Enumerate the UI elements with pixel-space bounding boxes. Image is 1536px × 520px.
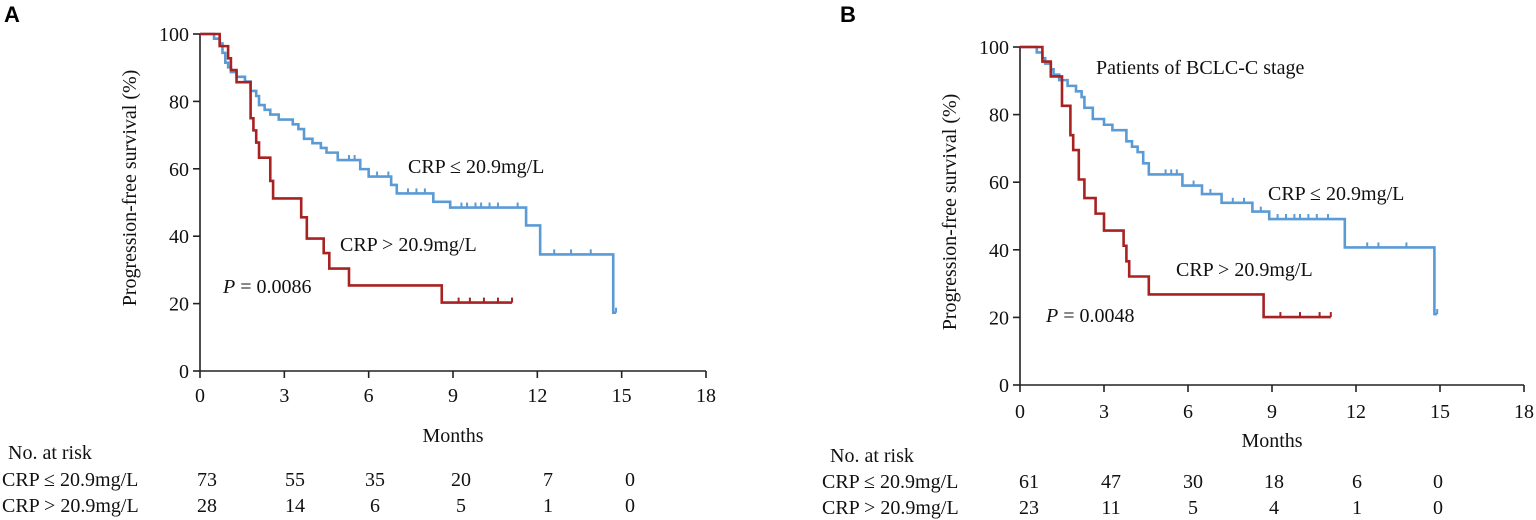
risk-row-values-crp-high: 28 14 6 5 1 0: [197, 495, 635, 517]
risk-row-values-crp-low: 61 47 30 18 6 0: [1019, 471, 1443, 493]
risk-count: 30: [1183, 471, 1203, 493]
y-tick-label: 100: [159, 24, 189, 46]
risk-row-label-crp-high: CRP > 20.9mg/L: [2, 495, 139, 517]
x-tick-label: 15: [612, 385, 632, 407]
x-tick-label: 6: [1183, 401, 1193, 423]
y-tick-label: 0: [999, 375, 1009, 397]
risk-table-title: No. at risk: [830, 445, 914, 467]
chart-title: Patients of BCLC-C stage: [1096, 57, 1304, 79]
x-ticks: 0 3 6 9 12 15 18: [195, 371, 716, 407]
y-tick-label: 60: [169, 159, 189, 181]
x-tick-label: 18: [1514, 401, 1534, 423]
risk-count: 11: [1101, 497, 1120, 519]
censor-marks-crp-high: [457, 297, 514, 303]
risk-count: 6: [370, 495, 380, 517]
series-label-crp-high: CRP > 20.9mg/L: [1176, 259, 1313, 281]
x-tick-label: 0: [195, 385, 205, 407]
x-tick-label: 9: [1267, 401, 1277, 423]
x-tick-label: 15: [1430, 401, 1450, 423]
risk-count: 4: [1269, 497, 1279, 519]
risk-count: 6: [1352, 471, 1362, 493]
risk-count: 0: [625, 469, 635, 491]
km-curve-crp-low: [200, 32, 617, 314]
risk-table: No. at risk CRP ≤ 20.9mg/L CRP > 20.9mg/…: [2, 442, 635, 517]
risk-table: No. at risk CRP ≤ 20.9mg/L CRP > 20.9mg/…: [822, 445, 1443, 519]
p-value-annotation: P = 0.0048: [1045, 305, 1135, 327]
risk-count: 28: [197, 495, 217, 517]
x-tick-label: 18: [696, 385, 716, 407]
risk-table-title: No. at risk: [8, 442, 92, 464]
censor-marks-crp-low: [1164, 169, 1439, 315]
risk-row-label-crp-low: CRP ≤ 20.9mg/L: [822, 471, 958, 493]
y-axis-title: Progression-free survival (%): [939, 94, 961, 331]
x-axis-title: Months: [1241, 430, 1302, 452]
risk-count: 5: [456, 495, 466, 517]
y-axis-title: Progression-free survival (%): [119, 70, 141, 307]
risk-row-label-crp-high: CRP > 20.9mg/L: [822, 497, 959, 519]
y-ticks: 0 20 40 60 80 100: [979, 37, 1020, 397]
risk-count: 5: [1188, 497, 1198, 519]
risk-count: 1: [543, 495, 553, 517]
risk-count: 35: [365, 469, 385, 491]
risk-count: 14: [285, 495, 305, 517]
x-tick-label: 12: [527, 385, 547, 407]
y-tick-label: 80: [989, 105, 1009, 127]
risk-row-values-crp-low: 73 55 35 20 7 0: [197, 469, 635, 491]
risk-count: 47: [1101, 471, 1121, 493]
risk-count: 55: [285, 469, 305, 491]
panel-letter-a: A: [4, 2, 20, 27]
y-tick-label: 0: [179, 361, 189, 383]
risk-count: 0: [1433, 471, 1443, 493]
risk-count: 0: [625, 495, 635, 517]
risk-count: 20: [451, 469, 471, 491]
censor-marks-crp-high: [1279, 312, 1332, 318]
risk-count: 7: [543, 469, 553, 491]
x-tick-label: 12: [1346, 401, 1366, 423]
risk-row-values-crp-high: 23 11 5 4 1 0: [1019, 497, 1443, 519]
p-value-annotation: P = 0.0086: [222, 276, 312, 298]
risk-count: 61: [1019, 471, 1039, 493]
y-ticks: 0 20 40 60 80 100: [159, 24, 200, 383]
y-tick-label: 80: [169, 91, 189, 113]
x-tick-label: 9: [448, 385, 458, 407]
x-tick-label: 3: [279, 385, 289, 407]
y-tick-label: 40: [169, 226, 189, 248]
risk-row-label-crp-low: CRP ≤ 20.9mg/L: [2, 469, 138, 491]
y-tick-label: 60: [989, 172, 1009, 194]
km-curve-crp-high: [1020, 45, 1331, 319]
km-curve-crp-low: [1020, 45, 1438, 316]
risk-count: 73: [197, 469, 217, 491]
series-label-crp-low: CRP ≤ 20.9mg/L: [408, 156, 544, 178]
series-label-crp-high: CRP > 20.9mg/L: [340, 234, 477, 256]
x-ticks: 0 3 6 9 12 15 18: [1015, 385, 1534, 423]
y-tick-label: 40: [989, 240, 1009, 262]
y-tick-label: 20: [169, 294, 189, 316]
y-tick-label: 100: [979, 37, 1009, 59]
x-tick-label: 0: [1015, 401, 1025, 423]
panel-letter-b: B: [840, 2, 856, 27]
x-axis-title: Months: [422, 425, 483, 447]
risk-count: 1: [1352, 497, 1362, 519]
x-tick-label: 3: [1099, 401, 1109, 423]
series-label-crp-low: CRP ≤ 20.9mg/L: [1268, 183, 1404, 205]
y-tick-label: 20: [989, 307, 1009, 329]
risk-count: 0: [1433, 497, 1443, 519]
risk-count: 18: [1264, 471, 1284, 493]
x-tick-label: 6: [364, 385, 374, 407]
risk-count: 23: [1019, 497, 1039, 519]
km-curve-crp-high: [200, 32, 513, 304]
censor-marks-crp-low: [347, 155, 618, 313]
